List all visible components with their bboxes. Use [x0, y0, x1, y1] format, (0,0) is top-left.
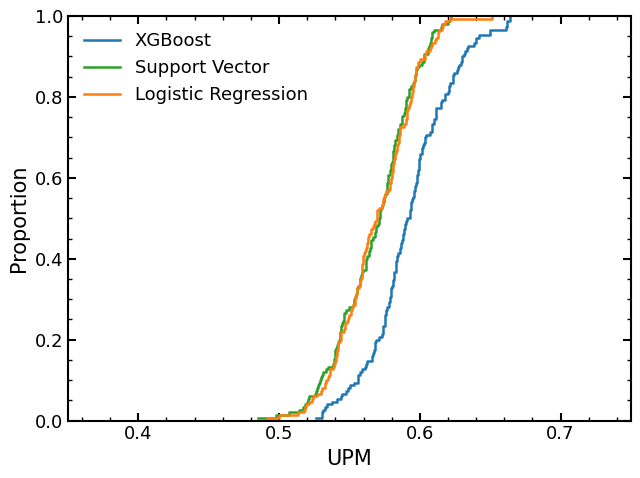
- XGBoost: [506, 13, 514, 19]
- XGBoost: [445, 83, 453, 89]
- XGBoost: [420, 137, 428, 143]
- XGBoost: [388, 283, 396, 289]
- XGBoost: [393, 256, 401, 261]
- Support Vector: [447, 13, 455, 19]
- Y-axis label: Proportion: Proportion: [9, 164, 29, 272]
- Support Vector: [254, 415, 262, 421]
- Logistic Regression: [410, 83, 417, 89]
- Support Vector: [383, 188, 390, 194]
- XGBoost: [312, 415, 319, 421]
- Support Vector: [407, 83, 415, 89]
- Logistic Regression: [488, 13, 496, 19]
- Logistic Regression: [383, 188, 390, 194]
- XGBoost: [410, 188, 418, 194]
- Logistic Regression: [264, 415, 271, 421]
- Logistic Regression: [375, 205, 383, 210]
- Logistic Regression: [355, 283, 362, 289]
- Logistic Regression: [395, 137, 403, 143]
- XGBoost: [407, 205, 415, 210]
- Line: Logistic Regression: Logistic Regression: [268, 16, 492, 418]
- Support Vector: [392, 137, 399, 143]
- Support Vector: [363, 256, 371, 261]
- Line: Support Vector: Support Vector: [258, 16, 451, 418]
- X-axis label: UPM: UPM: [326, 449, 372, 469]
- Line: XGBoost: XGBoost: [316, 16, 510, 418]
- Logistic Regression: [359, 256, 367, 261]
- Legend: XGBoost, Support Vector, Logistic Regression: XGBoost, Support Vector, Logistic Regres…: [77, 25, 315, 111]
- Support Vector: [354, 283, 362, 289]
- Support Vector: [377, 205, 385, 210]
